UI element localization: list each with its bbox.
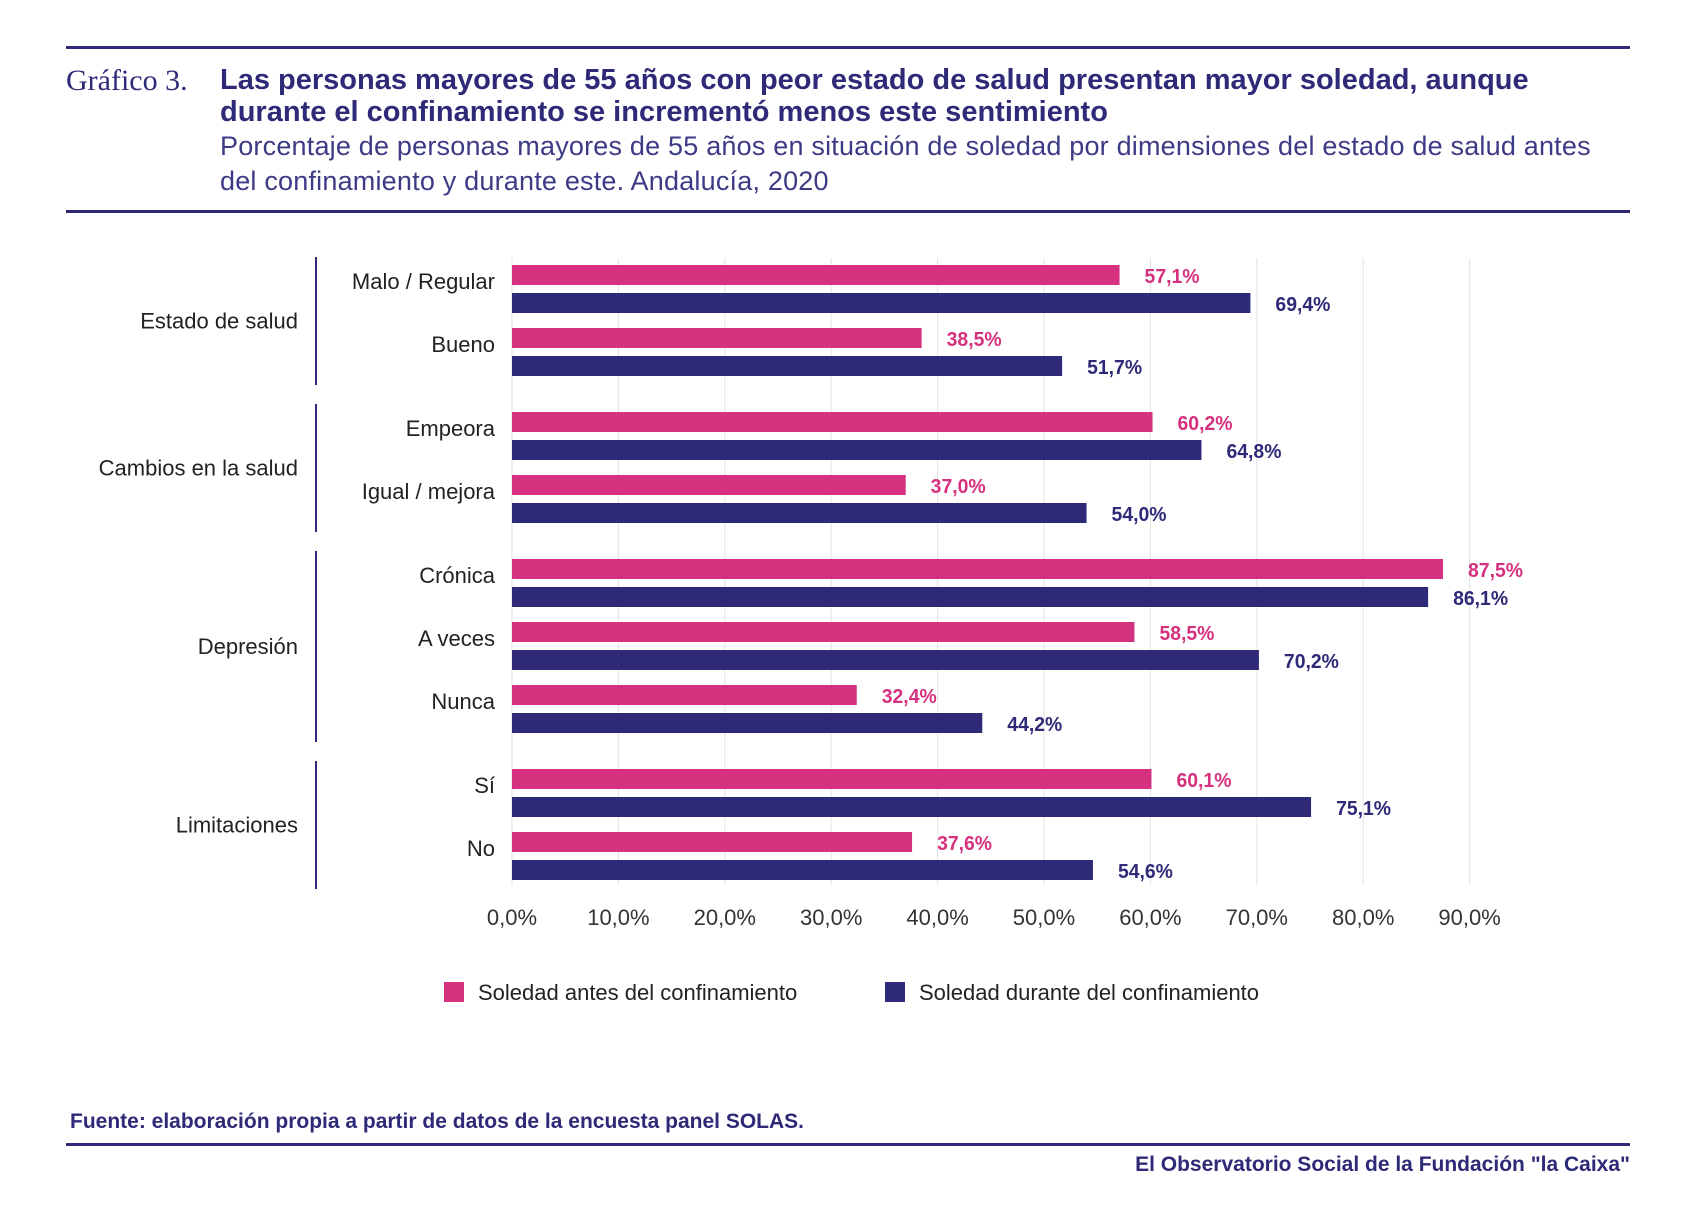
category-label: Malo / Regular [352,269,495,294]
x-tick-label: 80,0% [1332,905,1394,930]
data-label-before: 87,5% [1468,560,1523,582]
legend-swatch-during [885,982,905,1002]
bar-before [512,685,857,705]
chart-subtitle: Porcentaje de personas mayores de 55 año… [220,131,1591,196]
data-label-before: 37,0% [931,476,986,498]
data-label-before: 57,1% [1145,266,1200,288]
group-label: Cambios en la salud [99,456,298,481]
group-label: Estado de salud [140,309,298,334]
bar-before [512,559,1443,579]
group-label: Limitaciones [176,813,298,838]
x-tick-label: 40,0% [906,905,968,930]
category-label: Sí [474,773,495,798]
x-tick-label: 30,0% [800,905,862,930]
data-label-during: 54,0% [1112,504,1167,526]
data-label-before: 60,1% [1176,770,1231,792]
source-note: Fuente: elaboración propia a partir de d… [70,1110,805,1133]
data-label-during: 51,7% [1087,357,1142,379]
group-label: Depresión [198,634,298,659]
data-label-during: 69,4% [1275,294,1330,316]
bar-during [512,650,1259,670]
chart-title: Las personas mayores de 55 años con peor… [220,64,1529,128]
category-label: Bueno [431,332,495,357]
header-top-rule [66,46,1630,49]
header-bottom-rule [66,210,1630,213]
legend-swatch-before [444,982,464,1002]
footer-rule [66,1143,1630,1146]
bar-during [512,440,1202,460]
x-tick-label: 70,0% [1226,905,1288,930]
legend-label-during: Soledad durante del confinamiento [919,980,1259,1005]
bar-during [512,860,1093,880]
bar-chart: 57,1% 69,4% Malo / Regular 38,5% 51,7% Bueno E… [99,257,1523,1005]
bar-before [512,622,1135,642]
bar-before [512,832,913,852]
data-label-before: 32,4% [882,686,937,708]
x-tick-label: 60,0% [1119,905,1181,930]
data-label-during: 44,2% [1007,714,1062,736]
bar-during [512,587,1429,607]
bar-during [512,293,1251,313]
data-label-before: 60,2% [1178,413,1233,435]
data-label-during: 54,6% [1118,861,1173,883]
bar-before [512,265,1120,285]
data-label-before: 38,5% [947,329,1002,351]
bar-during [512,503,1087,523]
data-label-before: 37,6% [937,833,992,855]
category-label: A veces [418,626,495,651]
category-label: Crónica [419,563,496,588]
data-label-before: 58,5% [1159,623,1214,645]
category-label: Igual / mejora [362,479,496,504]
category-label: Empeora [406,416,496,441]
data-label-during: 75,1% [1336,798,1391,820]
publisher-credit: El Observatorio Social de la Fundación "… [1135,1153,1630,1176]
x-tick-label: 0,0% [487,905,537,930]
figure-label: Gráfico 3. [66,64,188,97]
bar-before [512,769,1152,789]
bar-before [512,328,922,348]
data-label-during: 70,2% [1284,651,1339,673]
x-tick-label: 50,0% [1013,905,1075,930]
x-tick-label: 10,0% [587,905,649,930]
bar-before [512,412,1153,432]
data-label-during: 64,8% [1226,441,1281,463]
category-label: Nunca [431,689,495,714]
data-label-during: 86,1% [1453,588,1508,610]
bar-during [512,797,1312,817]
bar-during [512,713,983,733]
legend-label-before: Soledad antes del confinamiento [478,980,797,1005]
bar-before [512,475,906,495]
x-tick-label: 90,0% [1438,905,1500,930]
bar-during [512,356,1063,376]
category-label: No [467,836,495,861]
x-tick-label: 20,0% [694,905,756,930]
